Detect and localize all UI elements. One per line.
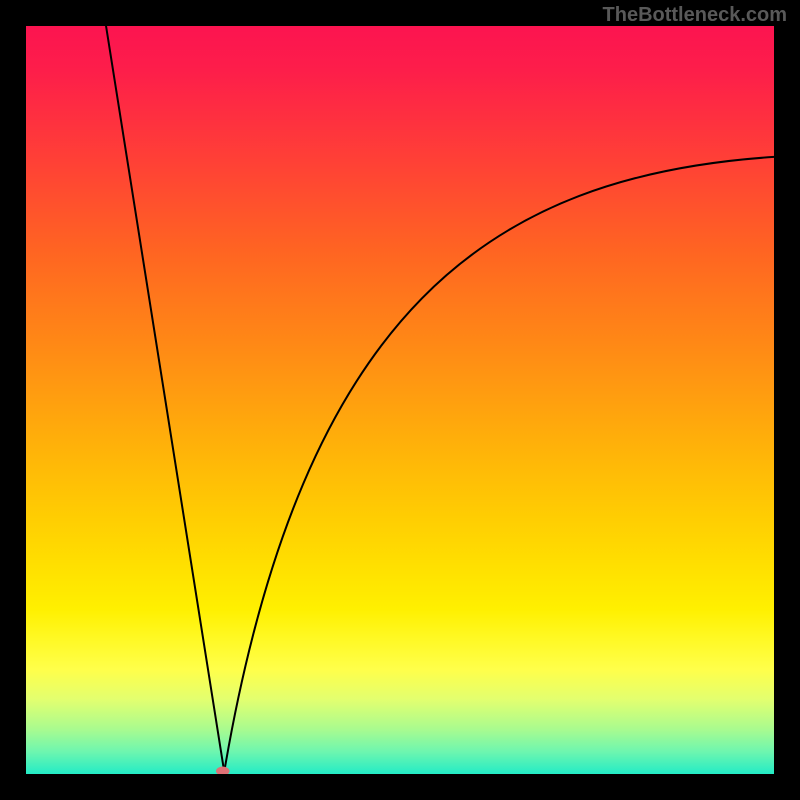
- minimum-marker: [216, 767, 229, 774]
- chart-container: TheBottleneck.com: [0, 0, 800, 800]
- curve-left-branch: [106, 26, 224, 772]
- chart-curve-layer: [26, 26, 774, 774]
- plot-area: [26, 26, 774, 774]
- attribution-text: TheBottleneck.com: [603, 4, 787, 27]
- curve-right-branch: [224, 157, 774, 772]
